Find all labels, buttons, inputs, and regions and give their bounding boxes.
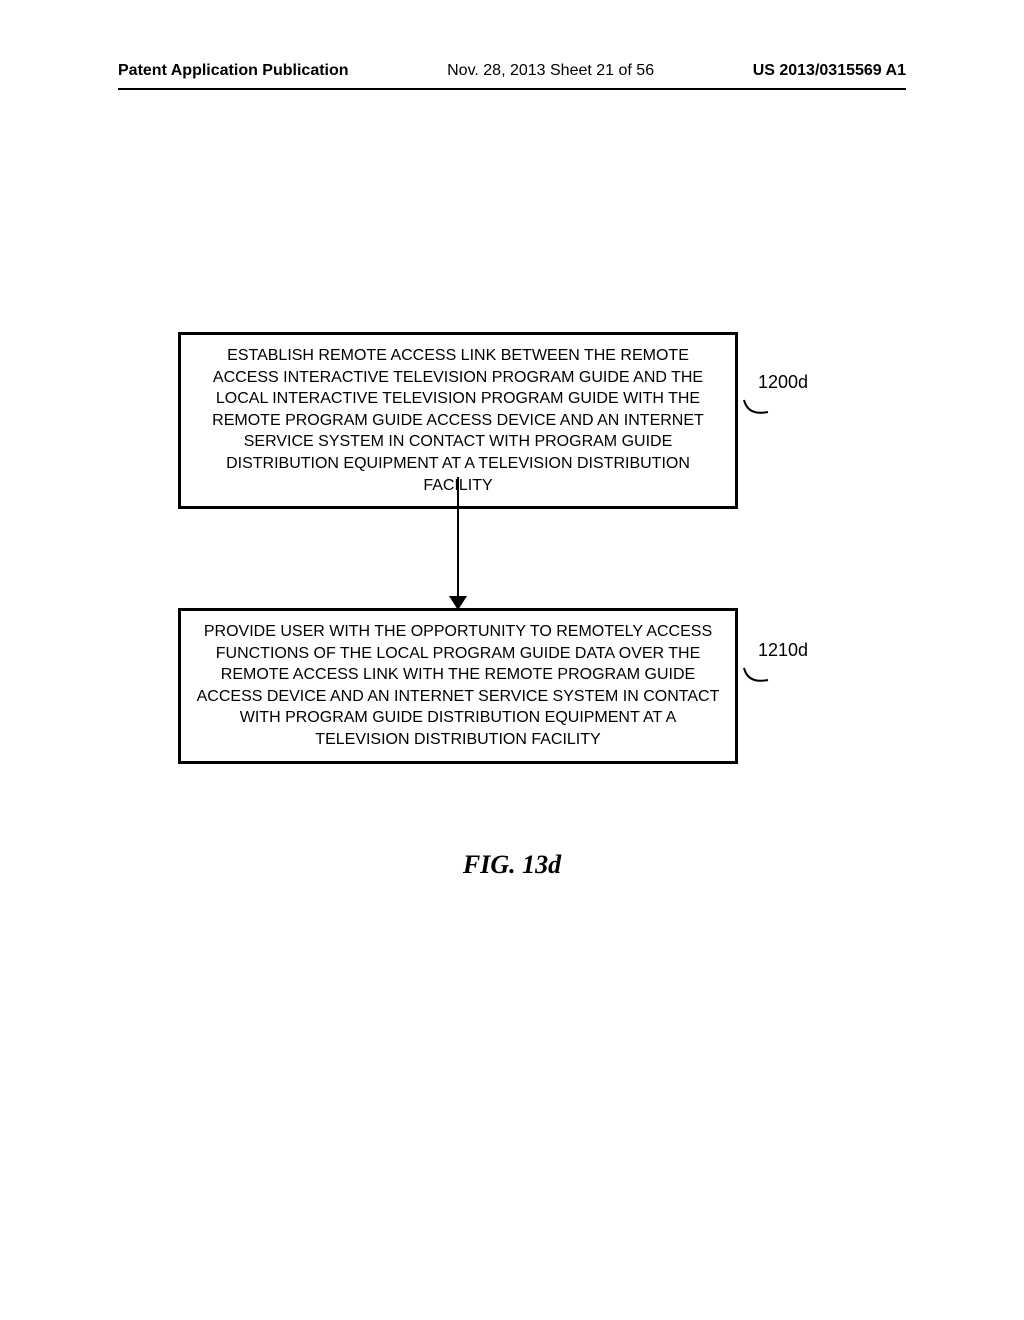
header-rule (118, 88, 906, 90)
flow-step-2: PROVIDE USER WITH THE OPPORTUNITY TO REM… (178, 608, 738, 764)
figure-label: FIG. 13d (0, 850, 1024, 880)
arrow-shaft (457, 477, 459, 599)
flow-step-1-text: ESTABLISH REMOTE ACCESS LINK BETWEEN THE… (212, 347, 704, 494)
ref-label-2: 1210d (758, 640, 808, 661)
header-center: Nov. 28, 2013 Sheet 21 of 56 (447, 62, 654, 80)
page-header: Patent Application Publication Nov. 28, … (118, 62, 906, 80)
header-right: US 2013/0315569 A1 (753, 62, 906, 80)
callout-hook-2 (742, 666, 770, 688)
ref-label-1: 1200d (758, 372, 808, 393)
header-left: Patent Application Publication (118, 62, 349, 80)
callout-hook-1 (742, 398, 770, 420)
flow-step-2-text: PROVIDE USER WITH THE OPPORTUNITY TO REM… (197, 623, 720, 748)
